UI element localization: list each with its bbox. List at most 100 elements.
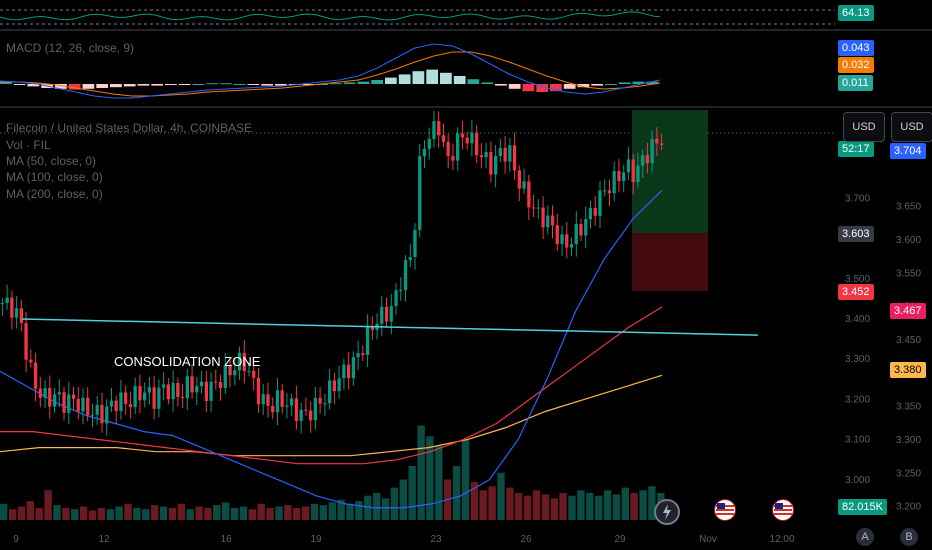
candle-body [446,141,450,156]
macd-histogram-bar [165,84,177,85]
candle-body [157,387,161,409]
volume-bar [506,487,514,520]
macd-histogram-bar [316,84,329,85]
candle-body [550,215,555,226]
moving-averages [0,189,663,509]
target-level-badge: 3.603 [838,226,874,242]
candle-body [237,352,242,371]
volume-bar [213,505,221,520]
candle-body [622,172,626,182]
candle-body [494,156,498,175]
candle-body [290,398,294,406]
candle-body [351,357,355,379]
candle-body [261,394,265,405]
candle-body [176,383,180,397]
price-tick-label-left: 3.500 [845,274,870,285]
macd-histogram-bar [453,76,466,84]
macd-histogram-bar [13,84,26,85]
macd-histogram-bar [385,77,397,84]
candle-body [309,410,313,421]
macd-histogram-bar [178,84,191,85]
candle-body [152,387,156,409]
volume-bar [461,439,470,520]
candle-body [384,306,389,322]
candle-body [403,260,408,290]
volume-bar [275,506,283,520]
macd-histogram-bar [137,84,150,86]
candle-body [124,392,128,404]
candle-body [171,383,175,400]
macd-histogram-bar [330,83,342,85]
time-tick-label: 26 [520,534,532,545]
candle-body [185,376,189,398]
volume-bar [230,507,239,521]
candle-body [574,223,578,244]
volume-bar [639,490,647,520]
volume-bar [319,505,328,520]
time-tick-label: 16 [220,534,232,545]
candle-body [71,394,76,399]
candle-body [365,326,370,355]
ma-red-level-badge: 3.467 [890,303,926,319]
ma-50-line [0,189,663,509]
auto-scale-button[interactable]: A [856,528,874,546]
macd-histogram-bar [233,84,246,85]
candle-body [109,400,114,407]
volume-bar [310,503,319,520]
candle-body [441,135,446,142]
volume-bar [550,498,558,520]
candle-body [204,381,208,401]
ma-orange-level-badge: 3.380 [890,362,926,378]
rsi-pane [0,9,835,25]
volume-bar [390,487,399,520]
candle-body [48,388,52,407]
candle-body [593,207,597,216]
candle-body [631,159,635,182]
us-flag-event-icon[interactable] [714,499,736,521]
volume-bar [293,507,301,521]
stop-level-badge: 3.452 [838,284,874,300]
time-tick-label: 12 [98,534,110,545]
candle-body [100,405,104,424]
volume-bar [532,490,541,520]
currency-unit-button-left[interactable]: USD [843,112,885,142]
us-flag-event-icon-2[interactable] [772,499,794,521]
candle-body [304,409,308,411]
candle-body [361,353,365,355]
candle-body [660,143,664,145]
macd-histogram-bar [495,84,507,86]
consolidation-annotation[interactable]: CONSOLIDATION ZONE [114,354,261,369]
candle-body [294,398,299,421]
volume-bar [559,493,567,520]
scale-b-button[interactable]: B [900,528,918,546]
volume-bar [204,507,212,521]
lightning-event-icon[interactable] [654,499,680,525]
candle-body [546,215,550,228]
chart-title: Filecoin / United States Dollar, 4h, COI… [6,121,253,135]
volume-bar [408,466,416,520]
candle-body [508,145,512,162]
macd-histogram-bar [343,82,356,84]
candle-body [5,297,9,303]
candle-body [484,152,488,158]
volume-bar [8,509,17,520]
volume-bar [497,472,505,521]
candle-body [147,387,151,393]
candle-body [460,133,465,138]
current-price-badge: 3.704 [890,143,926,159]
candle-body [280,390,284,407]
legend-ma200: MA (200, close, 0) [6,187,103,201]
candle-body [337,378,341,392]
candle-body [617,171,621,182]
candle-body [228,365,232,376]
volume-bar [452,466,461,520]
volume-bar [284,505,292,520]
volume-bar [195,506,203,520]
currency-unit-button-right[interactable]: USD [891,112,932,142]
volume-bar [355,501,363,520]
price-tick-label-left: 3.100 [845,435,870,446]
volume-bar [257,503,265,520]
candle-body [143,392,147,401]
candle-body [14,308,19,318]
